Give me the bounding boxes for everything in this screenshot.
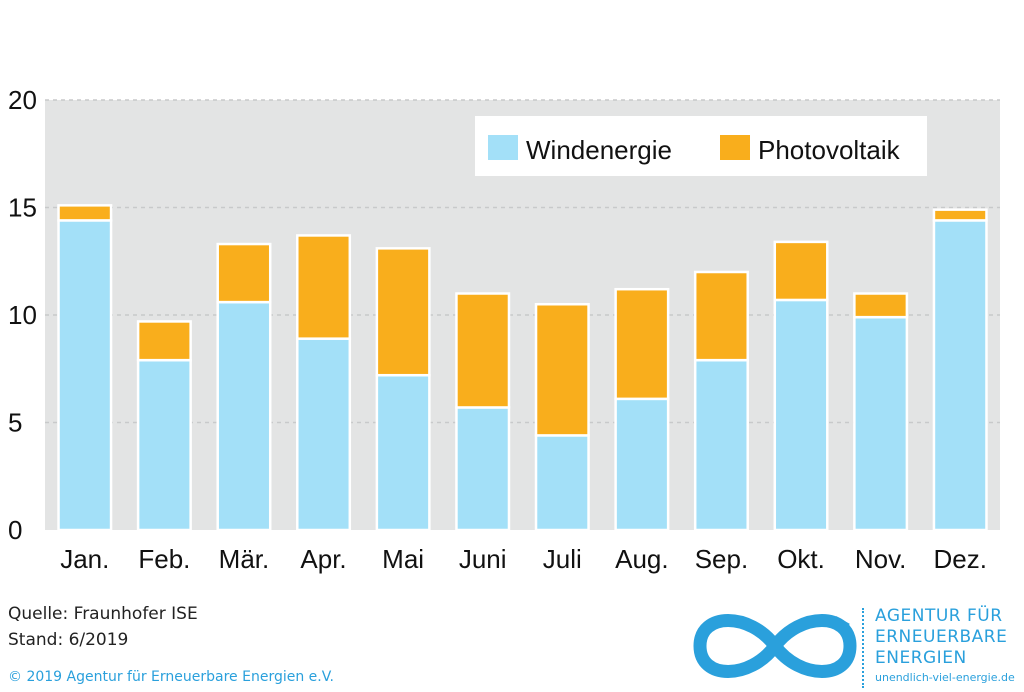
bar-wind	[455, 406, 511, 532]
bar-wind	[375, 373, 431, 532]
x-tick-label: Dez.	[933, 544, 986, 574]
legend: Windenergie Photovoltaik	[475, 116, 927, 176]
x-tick-label: Sep.	[695, 544, 749, 574]
stacked-bar-chart: 0 5 10 15 20 Jan. Feb. Mär. Apr. Mai Juni Juli Aug.…	[8, 85, 1000, 574]
agency-logo: AGENTUR FÜR ERNEUERBARE ENERGIEN unendli…	[690, 602, 1020, 690]
copyright-note: © 2019 Agentur für Erneuerbare Energien …	[8, 669, 334, 685]
date-note: Stand: 6/2019	[8, 630, 129, 650]
logo-text-line-1: AGENTUR FÜR	[875, 606, 1003, 626]
logo-divider	[862, 608, 864, 688]
bar-pv	[136, 320, 192, 362]
bar-pv	[534, 303, 590, 437]
bar-pv	[216, 242, 272, 304]
x-tick-label: Mai	[382, 544, 424, 574]
legend-box	[475, 116, 927, 176]
y-axis-ticks: 0 5 10 15 20	[8, 85, 37, 545]
bar-pv	[57, 204, 113, 222]
bar-wind	[773, 298, 829, 532]
bar-wind	[693, 358, 749, 532]
x-tick-label: Juli	[543, 544, 582, 574]
x-tick-label: Aug.	[615, 544, 669, 574]
bar-wind	[57, 219, 113, 532]
bar-pv	[375, 247, 431, 377]
bar-pv	[693, 270, 749, 362]
bar-pv	[773, 240, 829, 302]
bar-wind	[614, 397, 670, 532]
infinity-logo-icon	[693, 614, 857, 678]
logo-url: unendlich-viel-energie.de	[875, 671, 1015, 684]
bar-pv	[614, 287, 670, 401]
y-tick-label: 15	[8, 193, 37, 223]
logo-text-line-3: ENERGIEN	[875, 648, 967, 668]
logo-text-line-2: ERNEUERBARE	[875, 627, 1008, 647]
x-tick-label: Nov.	[855, 544, 907, 574]
x-tick-label: Feb.	[138, 544, 190, 574]
bar-wind	[136, 358, 192, 532]
x-tick-label: Apr.	[300, 544, 346, 574]
x-tick-label: Juni	[459, 544, 507, 574]
legend-label: Photovoltaik	[758, 135, 901, 165]
legend-swatch	[488, 135, 518, 160]
bar-pv	[932, 208, 988, 222]
legend-swatch	[720, 135, 750, 160]
x-tick-label: Okt.	[777, 544, 825, 574]
x-tick-label: Mär.	[219, 544, 270, 574]
bars-group	[57, 204, 988, 532]
bar-wind	[216, 300, 272, 532]
bar-wind	[853, 315, 909, 532]
y-tick-label: 20	[8, 85, 37, 115]
y-tick-label: 0	[8, 515, 22, 545]
gridlines	[45, 99, 1000, 424]
x-tick-label: Jan.	[60, 544, 109, 574]
bar-pv	[296, 234, 352, 340]
x-axis-ticks: Jan. Feb. Mär. Apr. Mai Juni Juli Aug. Sep. Okt. N…	[60, 544, 987, 574]
source-note: Quelle: Fraunhofer ISE	[8, 604, 198, 624]
bar-wind	[932, 219, 988, 532]
y-tick-label: 5	[8, 408, 22, 438]
bar-pv	[853, 292, 909, 319]
bar-wind	[534, 434, 590, 532]
bar-pv	[455, 292, 511, 409]
bar-wind	[296, 337, 352, 532]
y-tick-label: 10	[8, 300, 37, 330]
legend-label: Windenergie	[526, 135, 672, 165]
